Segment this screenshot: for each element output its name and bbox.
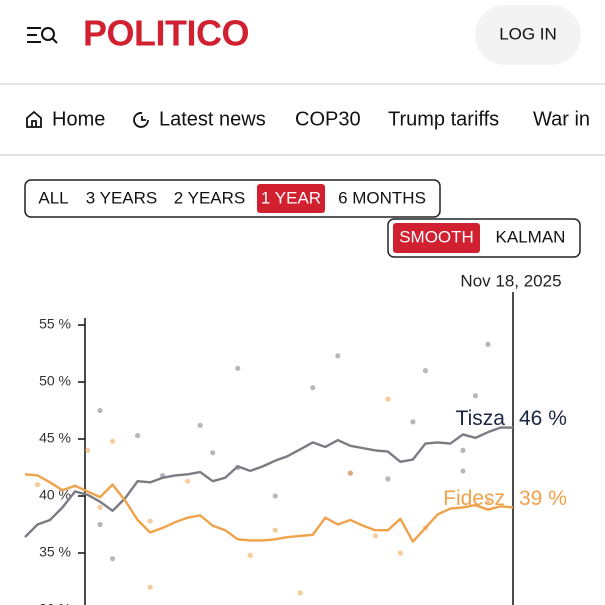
poll-dot xyxy=(485,341,491,347)
poll-dot xyxy=(147,584,153,590)
nav-link[interactable]: COP30 xyxy=(295,108,361,130)
poll-dot xyxy=(385,476,391,482)
poll-dot xyxy=(97,521,103,528)
value-label: 46 % xyxy=(519,407,567,430)
poll-dot xyxy=(460,468,466,474)
poll-dot xyxy=(272,493,278,499)
poll-dot xyxy=(485,499,491,505)
poll-dot xyxy=(372,533,378,539)
range-selector xyxy=(24,179,441,218)
range-button[interactable]: 1 YEAR xyxy=(261,188,321,207)
poll-dot xyxy=(247,552,253,558)
range-button-active[interactable] xyxy=(257,184,325,213)
poll-dot xyxy=(347,470,353,476)
poll-dot xyxy=(422,368,429,374)
mode-button-active[interactable] xyxy=(393,223,480,253)
series-line xyxy=(24,473,514,543)
range-button[interactable]: 6 MONTHS xyxy=(338,188,426,207)
poll-dot xyxy=(84,447,91,453)
nav-link[interactable]: War in xyxy=(533,108,590,130)
nav-link[interactable]: Latest news xyxy=(159,108,266,130)
poll-dot xyxy=(310,385,316,391)
nav-link[interactable]: Home xyxy=(52,108,105,130)
poll-dot xyxy=(185,478,191,484)
series-line xyxy=(24,426,513,538)
nav-link[interactable]: Trump tariffs xyxy=(388,108,499,130)
chart: 55 %50 %45 %40 %35 %30 %Nov 18, 2025Tisz… xyxy=(24,271,567,605)
login-button[interactable] xyxy=(475,5,581,65)
y-tick-label: 50 % xyxy=(39,373,71,389)
y-tick-label: 45 % xyxy=(39,430,71,446)
poll-dot xyxy=(97,504,103,510)
y-tick-label: 55 % xyxy=(39,316,71,332)
poll-dot xyxy=(147,518,153,524)
poll-dot xyxy=(109,438,116,444)
logo[interactable]: POLITICO xyxy=(83,13,250,54)
mode-button[interactable]: SMOOTH xyxy=(399,227,474,246)
poll-dot xyxy=(297,590,303,596)
range-button[interactable]: 3 YEARS xyxy=(86,188,158,207)
poll-dot xyxy=(460,447,466,453)
date-label: Nov 18, 2025 xyxy=(460,271,561,290)
home-icon xyxy=(26,110,42,128)
poll-dot xyxy=(197,422,203,428)
poll-dot xyxy=(335,353,341,359)
range-button[interactable]: 2 YEARS xyxy=(174,188,246,207)
poll-dot xyxy=(272,527,278,533)
poll-dot xyxy=(135,432,141,439)
series-label: Fidesz xyxy=(443,487,505,510)
range-button[interactable]: ALL xyxy=(38,188,68,207)
y-tick-label: 35 % xyxy=(39,544,71,560)
mode-button[interactable]: KALMAN xyxy=(496,227,566,246)
poll-dot xyxy=(109,556,116,562)
y-tick-label: 30 % xyxy=(39,601,71,605)
poll-dot xyxy=(472,393,479,399)
poll-dot xyxy=(97,407,103,414)
series-label: Tisza xyxy=(456,407,506,430)
poll-dot xyxy=(397,550,403,556)
clock-icon xyxy=(133,112,149,128)
menu-icon[interactable] xyxy=(27,27,58,44)
poll-dot xyxy=(34,482,41,488)
login-label[interactable]: LOG IN xyxy=(499,24,557,43)
poll-dot xyxy=(210,450,216,456)
poll-dot xyxy=(385,396,391,402)
poll-dot xyxy=(410,419,416,425)
poll-dot xyxy=(235,365,241,371)
value-label: 39 % xyxy=(519,487,567,510)
